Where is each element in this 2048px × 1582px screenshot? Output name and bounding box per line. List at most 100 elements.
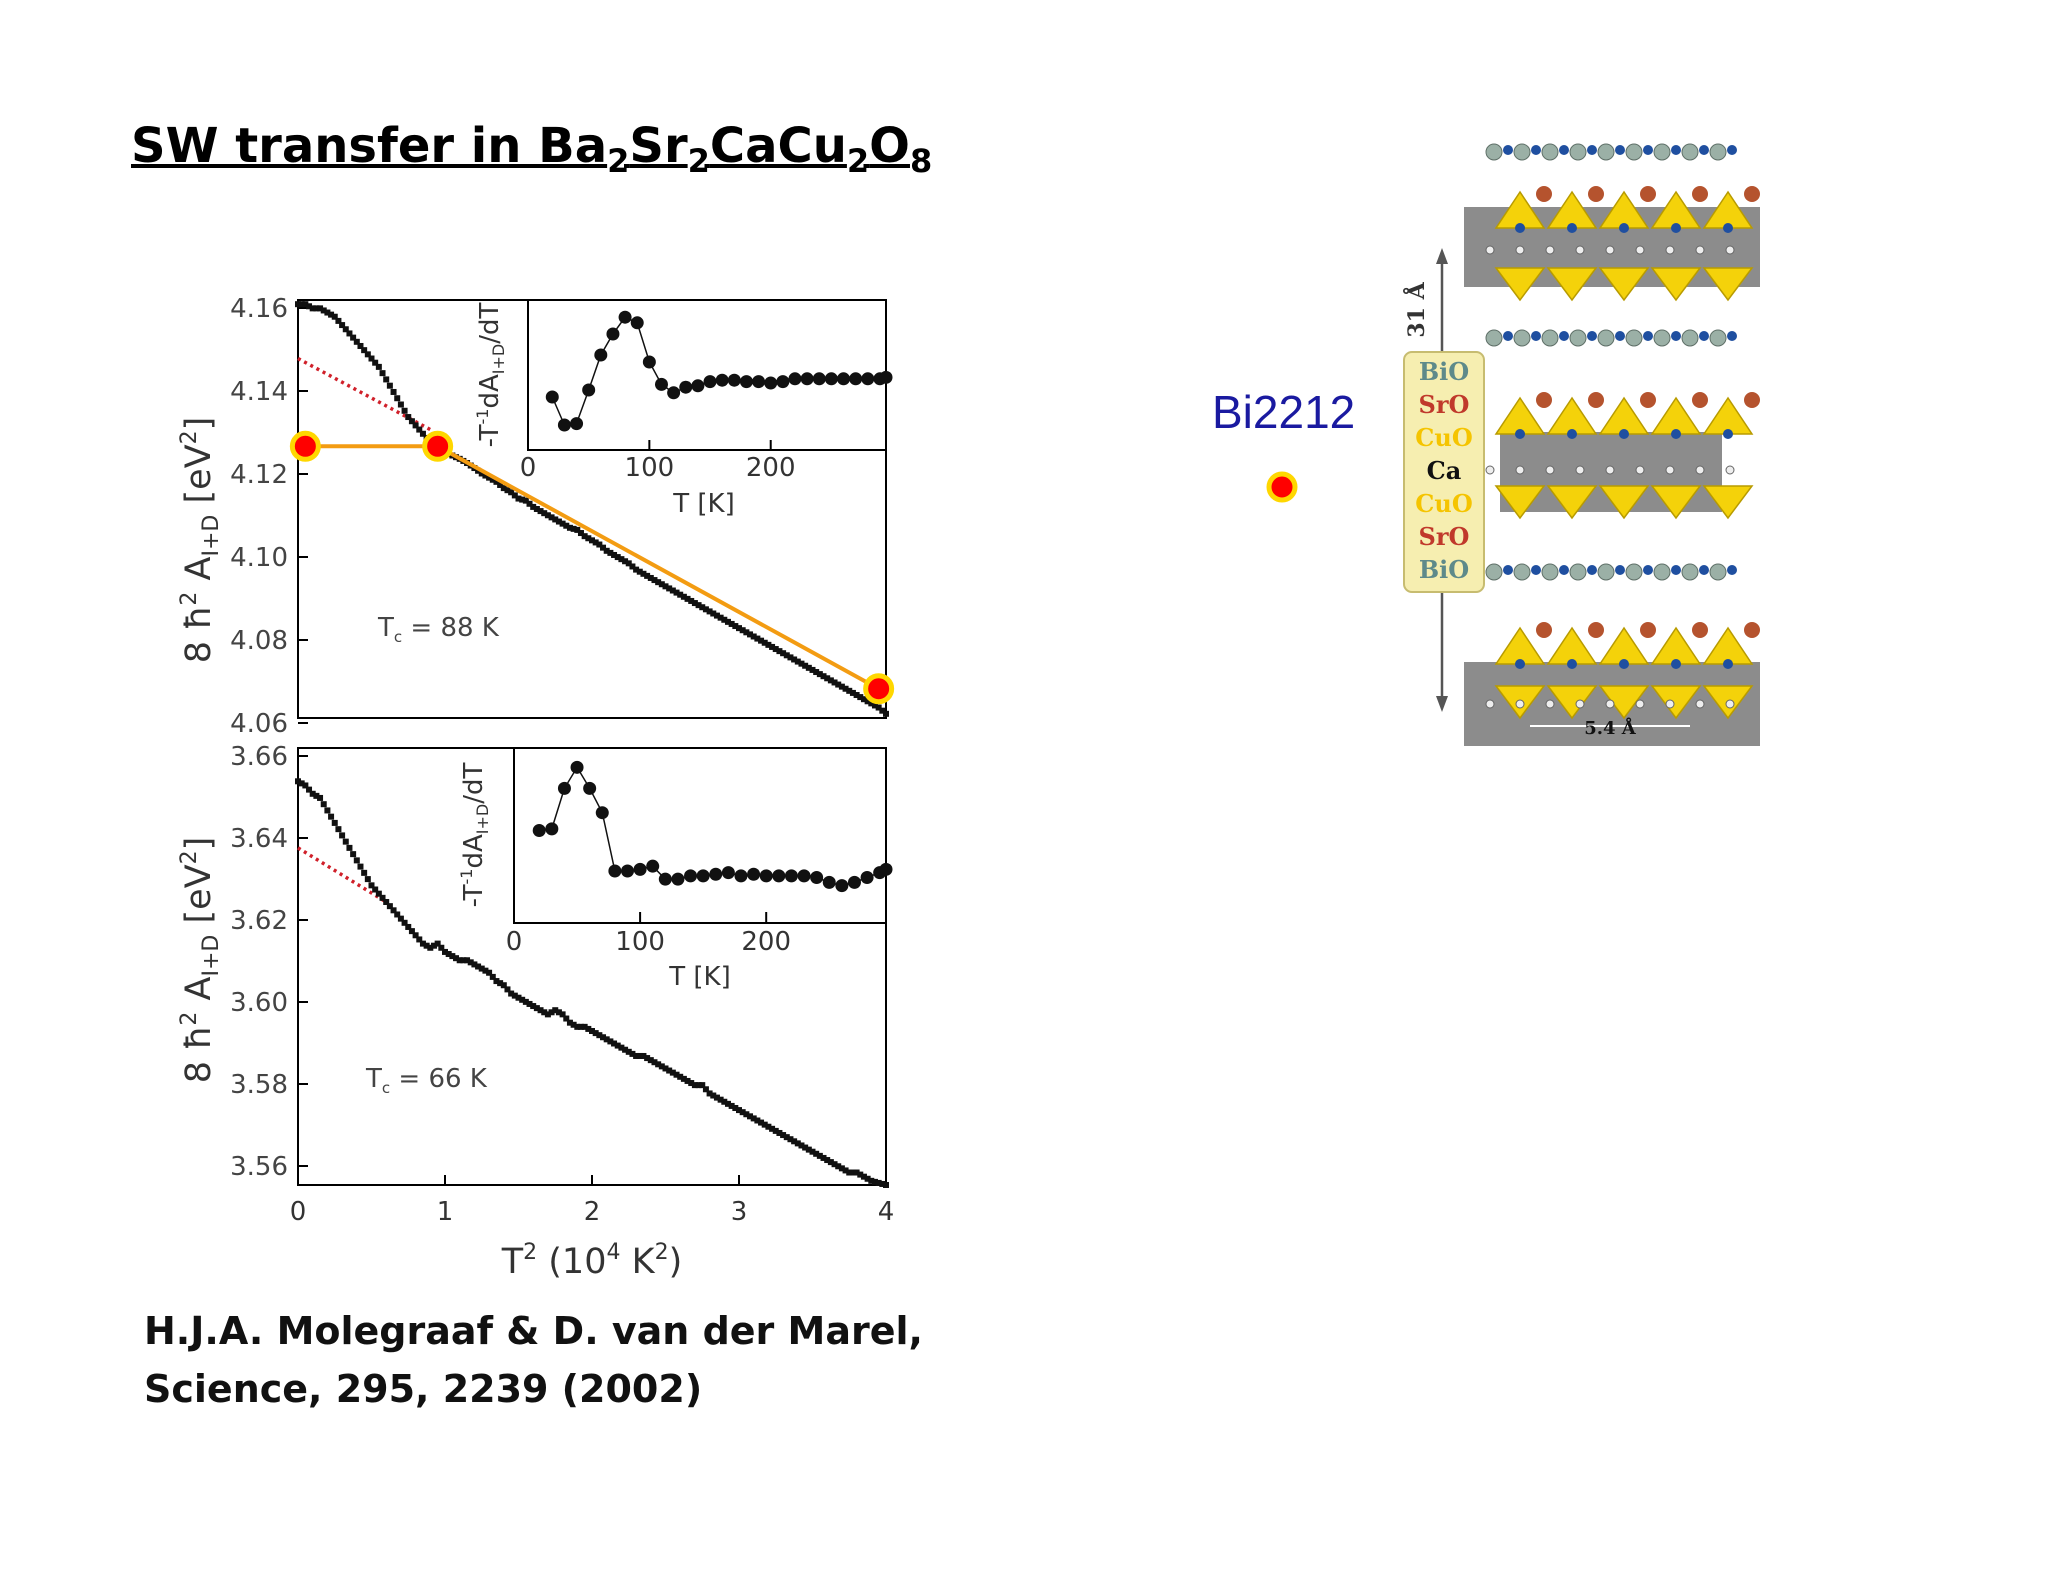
data-point [710,1092,717,1099]
data-point [699,604,706,611]
data-point [423,942,430,949]
o-atom [1503,331,1513,341]
dotted-extrapolation-line [297,846,388,904]
top-panel: 4.16 4.14 4.12 4.10 4.08 4.06 8 ħ2 AI+D [eV2]… [177,294,895,739]
data-point [416,936,423,943]
data-point [827,677,834,684]
bi-atom [1513,143,1531,161]
data-point [368,355,375,362]
data-point [386,903,393,910]
data-point [651,1059,658,1066]
data-point [603,1036,610,1043]
inset-point [715,373,729,387]
data-point [798,1142,805,1149]
data-point [780,1132,787,1139]
ca-atom [1695,699,1705,709]
o-atom [1587,331,1597,341]
data-point [460,957,467,964]
inset-point [824,372,838,386]
data-point [677,591,684,598]
o-atom [1503,145,1513,155]
data-point [493,978,500,985]
data-point [772,1127,779,1134]
data-point [419,940,426,947]
data-point [317,794,324,801]
data-point [397,915,404,922]
data-point [350,334,357,341]
bottom-inset-frame [513,747,887,924]
data-point [758,637,765,644]
inset-point [654,377,668,391]
data-point [717,1096,724,1103]
data-point [622,1046,629,1053]
data-point [298,301,305,308]
ca-atom [1575,465,1585,475]
data-point [673,589,680,596]
ca-atom [1605,699,1615,709]
bi-atom [1625,563,1643,581]
data-point [434,940,441,947]
data-point [401,919,408,926]
layer-legend-item: CuO [1415,489,1472,518]
data-point [875,1179,882,1186]
cuo-pyramid [1546,485,1598,520]
data-point [504,487,511,494]
inset-point [608,864,622,878]
data-point [386,382,393,389]
data-point [350,851,357,858]
data-point [802,1144,809,1151]
inset-point [776,375,790,389]
ca-atom [1725,465,1735,475]
ca-atom [1605,465,1615,475]
data-point [372,886,379,893]
data-point [346,330,353,337]
top-plot-frame [297,299,887,719]
ca-atom [1695,245,1705,255]
data-point [842,685,849,692]
data-point [464,957,471,964]
bi-atom [1681,563,1699,581]
data-point [669,587,676,594]
data-point [497,980,504,987]
data-point [706,1090,713,1097]
inset-point [671,872,685,886]
data-point [416,426,423,433]
data-point [577,530,584,537]
data-point [544,1011,551,1018]
bi-atom [1625,329,1643,347]
bottom-panel: 3.66 3.64 3.62 3.60 3.58 3.56 0 1 2 3 4 8 ħ2 AI+D… [177,742,894,1282]
data-point [522,998,529,1005]
inset-point [545,822,559,836]
data-point [761,639,768,646]
data-point [864,1175,871,1182]
o-atom [1671,565,1681,575]
layer-legend-item: CuO [1415,423,1472,452]
data-point [364,351,371,358]
o-atom [1671,145,1681,155]
sr-atom [1692,392,1708,408]
data-point [589,537,595,544]
data-point [688,1080,695,1087]
data-point [581,1023,588,1030]
o-atom [1643,565,1653,575]
y-tick-label: 4.08 [230,626,288,656]
data-point [633,1052,640,1059]
inset-point [658,872,672,886]
data-point [813,669,820,676]
inset-point [633,862,647,876]
bottom-data-points [295,778,889,1188]
data-point [526,1000,533,1007]
data-point [478,470,485,477]
data-point [816,671,823,678]
data-point [611,1040,618,1047]
sr-atom [1588,186,1604,202]
top-inset-y-label: -T-1dAI+D/dT [473,303,508,448]
sr-atom [1744,622,1760,638]
inset-point [545,390,559,404]
ca-atom [1665,245,1675,255]
data-point [331,313,338,320]
data-point [706,608,713,615]
inset-point [879,370,893,384]
inset-point [618,310,632,324]
data-point [614,1042,621,1049]
